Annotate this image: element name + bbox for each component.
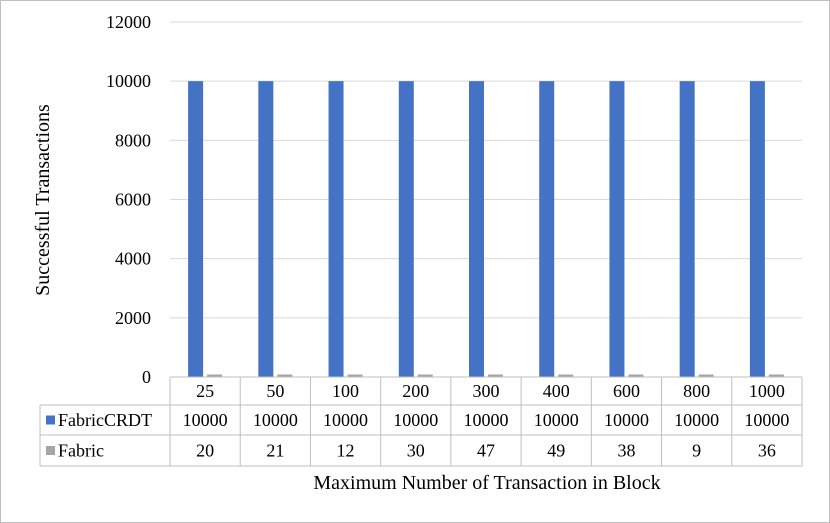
- table-value-fabric: 21: [266, 441, 284, 461]
- x-tick-label: 400: [543, 381, 570, 401]
- table-value-fabric: 47: [477, 441, 495, 461]
- table-value-fabriccrdt: 10000: [534, 410, 579, 430]
- bar-fabriccrdt-400: [539, 81, 555, 378]
- bar-fabric-100: [347, 374, 363, 377]
- table-value-fabriccrdt: 10000: [604, 410, 649, 430]
- bar-fabriccrdt-300: [469, 81, 484, 378]
- table-value-fabriccrdt: 10000: [393, 410, 438, 430]
- legend-label-fabric: Fabric: [58, 441, 104, 461]
- gridlines: [170, 21, 802, 319]
- x-tick-label: 50: [266, 381, 284, 401]
- x-axis-label: Maximum Number of Transaction in Block: [313, 472, 660, 494]
- table-value-fabriccrdt: 10000: [674, 410, 719, 430]
- legend-key-fabric: [46, 446, 55, 455]
- table-value-fabriccrdt: 10000: [464, 410, 509, 430]
- y-axis-label: Successful Transactions: [32, 104, 54, 296]
- bars: [188, 81, 784, 378]
- bar-fabriccrdt-100: [328, 81, 344, 378]
- bar-fabric-800: [698, 374, 714, 377]
- table-value-fabriccrdt: 10000: [183, 410, 228, 430]
- x-tick-label: 25: [196, 381, 214, 401]
- table-value-fabric: 36: [758, 441, 776, 461]
- y-tick-label: 10000: [106, 71, 151, 91]
- table-value-fabric: 20: [196, 441, 214, 461]
- y-tick-label: 12000: [106, 12, 151, 32]
- bar-fabric-300: [488, 374, 503, 377]
- bar-fabriccrdt-600: [609, 81, 625, 378]
- legend-key-fabriccrdt: [46, 415, 55, 425]
- table-value-fabric: 12: [337, 441, 355, 461]
- x-tick-label: 800: [683, 381, 710, 401]
- y-tick-label: 0: [142, 367, 151, 387]
- bar-fabric-50: [277, 374, 293, 377]
- bar-fabric-400: [558, 374, 574, 377]
- x-tick-label: 100: [332, 381, 359, 401]
- bar-fabriccrdt-50: [258, 81, 274, 378]
- table-value-fabric: 38: [617, 441, 635, 461]
- bar-fabric-600: [628, 374, 644, 377]
- table-value-fabriccrdt: 10000: [253, 410, 298, 430]
- bar-fabriccrdt-1000: [749, 81, 765, 378]
- bar-fabric-25: [207, 374, 223, 377]
- table-value-fabric: 9: [692, 441, 701, 461]
- x-tick-label: 600: [613, 381, 640, 401]
- table-value-fabriccrdt: 10000: [323, 410, 368, 430]
- table-value-fabric: 30: [407, 441, 425, 461]
- data-table: 25 50 100 200 300 400 600 800 1000 FabricCRDT 1000…: [39, 376, 803, 467]
- bar-fabriccrdt-800: [679, 81, 695, 378]
- y-axis: 0 2000 4000 6000 8000 10000 12000: [106, 12, 151, 387]
- y-tick-label: 8000: [115, 130, 151, 150]
- bar-fabric-200: [417, 374, 433, 377]
- x-tick-label: 300: [473, 381, 500, 401]
- table-value-fabriccrdt: 10000: [744, 410, 789, 430]
- bar-fabric-1000: [768, 374, 784, 377]
- y-tick-label: 6000: [115, 190, 151, 210]
- y-tick-label: 2000: [115, 308, 151, 328]
- bar-fabriccrdt-25: [188, 81, 204, 378]
- bar-fabriccrdt-200: [398, 81, 414, 378]
- table-value-fabric: 49: [547, 441, 565, 461]
- x-tick-label: 200: [402, 381, 429, 401]
- y-tick-label: 4000: [115, 249, 151, 269]
- x-tick-label: 1000: [749, 381, 785, 401]
- legend-label-fabriccrdt: FabricCRDT: [58, 410, 152, 430]
